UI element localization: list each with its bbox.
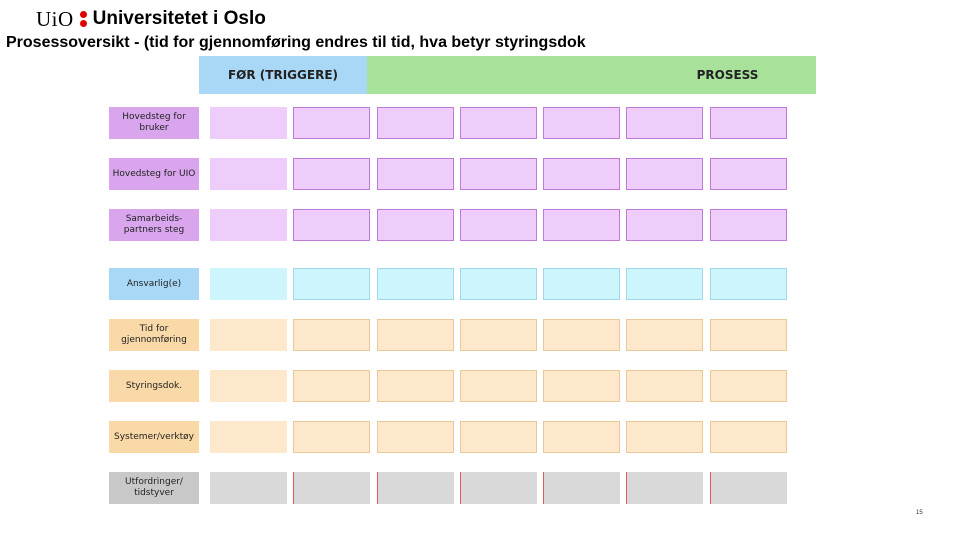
- grid-cell: [710, 209, 787, 241]
- grid-cell: [293, 209, 370, 241]
- grid-cell: [710, 421, 787, 453]
- row-label: Systemer/verktøy: [109, 421, 199, 453]
- grid-cell: [377, 158, 454, 190]
- grid-cell: [210, 209, 287, 241]
- grid-cell: [710, 158, 787, 190]
- grid-cell: [626, 421, 703, 453]
- grid-cell: [210, 319, 287, 351]
- grid-cell: [710, 107, 787, 139]
- grid-cell: [626, 370, 703, 402]
- grid-cell: [293, 107, 370, 139]
- grid-cell: [543, 472, 620, 504]
- grid-cell: [710, 268, 787, 300]
- grid-cell: [210, 268, 287, 300]
- grid-cell: [377, 209, 454, 241]
- grid-cell: [460, 209, 537, 241]
- row-label: Tid for gjennomføring: [109, 319, 199, 351]
- grid-cell: [377, 472, 454, 504]
- grid-cell: [543, 209, 620, 241]
- grid-cell: [210, 107, 287, 139]
- logo-university-name: Universitetet i Oslo: [92, 8, 266, 29]
- grid-cell: [460, 370, 537, 402]
- grid-cell: [710, 319, 787, 351]
- row-label: Hovedsteg for UIO: [109, 158, 199, 190]
- grid-cell: [626, 158, 703, 190]
- grid-cell: [460, 421, 537, 453]
- page-number: 15: [916, 510, 923, 516]
- grid-cell: [377, 319, 454, 351]
- grid-cell: [626, 472, 703, 504]
- grid-cell: [210, 421, 287, 453]
- logo-mark-icon: [79, 11, 87, 27]
- grid-cell: [210, 158, 287, 190]
- grid-cell: [293, 472, 370, 504]
- grid-cell: [460, 319, 537, 351]
- grid-cell: [460, 158, 537, 190]
- grid-cell: [210, 370, 287, 402]
- row-label: Ansvarlig(e): [109, 268, 199, 300]
- grid-cell: [293, 370, 370, 402]
- grid-cell: [293, 421, 370, 453]
- row-label: Hovedsteg for bruker: [109, 107, 199, 139]
- slide-title: Prosessoversikt - (tid for gjennomføring…: [6, 34, 586, 51]
- grid-cell: [710, 472, 787, 504]
- grid-cell: [543, 421, 620, 453]
- grid-cell: [626, 268, 703, 300]
- grid-cell: [210, 472, 287, 504]
- grid-cell: [543, 319, 620, 351]
- row-label: Utfordringer/ tidstyver: [109, 472, 199, 504]
- row-label: Styringsdok.: [109, 370, 199, 402]
- grid-cell: [543, 370, 620, 402]
- grid-cell: [377, 421, 454, 453]
- grid-cell: [293, 158, 370, 190]
- grid-cell: [543, 107, 620, 139]
- grid-cell: [293, 268, 370, 300]
- grid-cell: [460, 107, 537, 139]
- grid-cell: [460, 268, 537, 300]
- grid-cell: [543, 158, 620, 190]
- column-header-process: PROSESS: [367, 56, 816, 94]
- uio-logo: UiO Universitetet i Oslo: [36, 6, 266, 31]
- row-label: Samarbeids-partners steg: [109, 209, 199, 241]
- column-header-trigger: FØR (TRIGGERE): [199, 56, 367, 94]
- column-header-trigger-label: FØR (TRIGGERE): [227, 68, 338, 82]
- logo-uio-text: UiO: [36, 6, 74, 31]
- grid-cell: [710, 370, 787, 402]
- grid-cell: [543, 268, 620, 300]
- grid-cell: [460, 472, 537, 504]
- grid-cell: [293, 319, 370, 351]
- grid-cell: [377, 268, 454, 300]
- grid-cell: [377, 370, 454, 402]
- grid-cell: [626, 319, 703, 351]
- grid-cell: [626, 107, 703, 139]
- column-header-process-label: PROSESS: [696, 68, 759, 82]
- grid-cell: [377, 107, 454, 139]
- grid-cell: [626, 209, 703, 241]
